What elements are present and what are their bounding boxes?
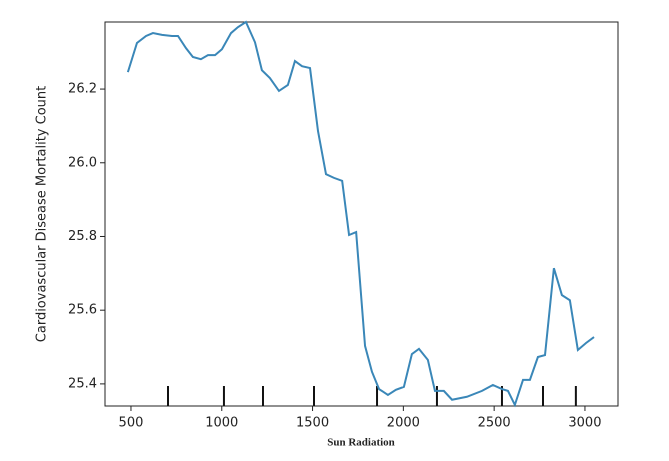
x-tick-label: 1500 bbox=[296, 416, 329, 431]
pd-line bbox=[126, 20, 595, 408]
x-tick-label: 3000 bbox=[568, 416, 601, 431]
y-tick-label: 26.2 bbox=[68, 82, 97, 97]
x-tick-label: 2000 bbox=[387, 416, 420, 431]
y-tick-label: 25.6 bbox=[68, 303, 97, 318]
y-tick-label: 25.4 bbox=[68, 376, 97, 391]
x-tick-label: 1000 bbox=[205, 416, 238, 431]
y-axis-label: Cardiovascular Disease Mortality Count bbox=[35, 86, 50, 342]
x-tick-label: 2500 bbox=[478, 416, 511, 431]
y-tick-label: 26.0 bbox=[68, 155, 97, 170]
x-tick-label: 500 bbox=[119, 416, 144, 431]
y-tick-label: 25.8 bbox=[68, 229, 97, 244]
plot-frame bbox=[104, 21, 619, 407]
x-axis-label: Sun Radiation bbox=[327, 437, 395, 449]
